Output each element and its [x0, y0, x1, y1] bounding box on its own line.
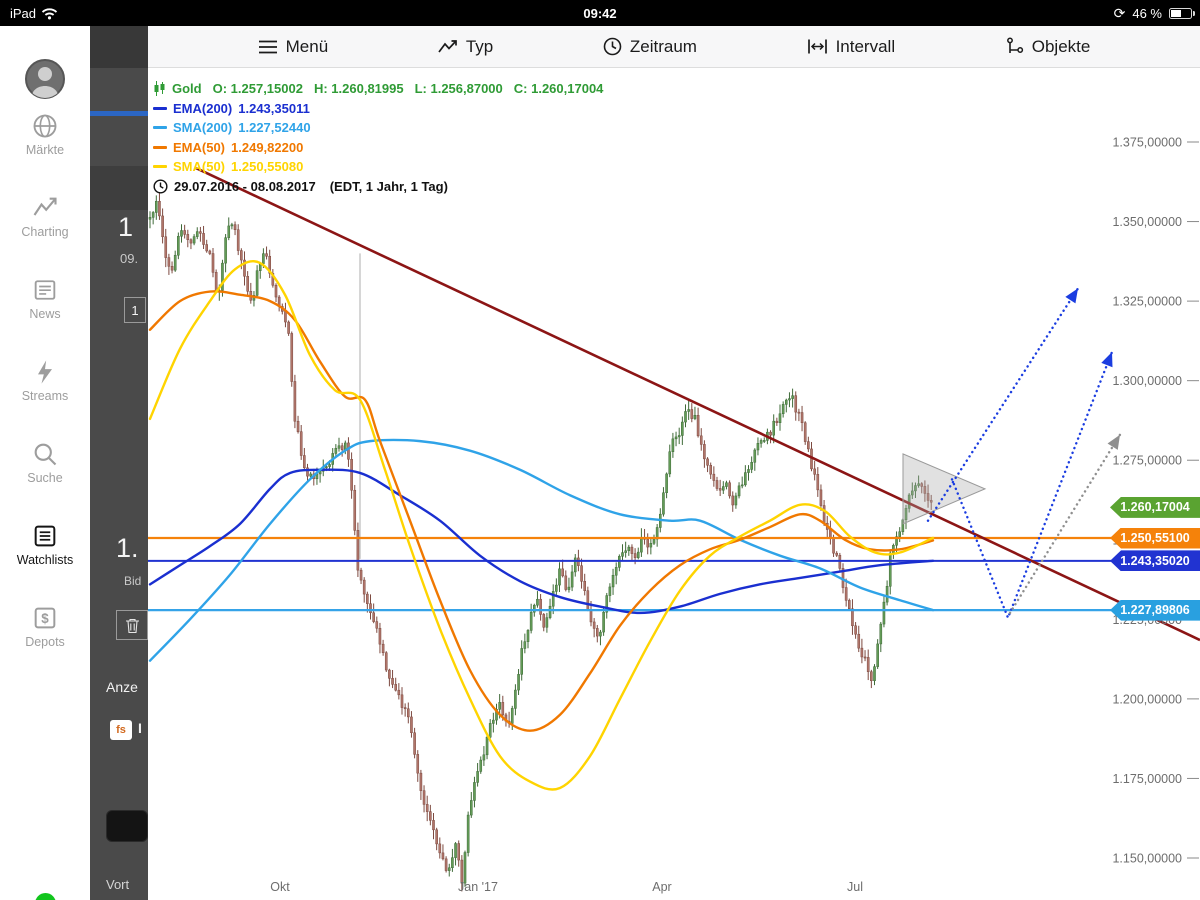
- chart-toolbar: Menü Typ Zeitraum Intervall: [148, 26, 1200, 68]
- price-badge-ema200: 1.243,35020: [1110, 550, 1200, 572]
- panel-dark-button[interactable]: [106, 810, 148, 842]
- dollar-icon: $: [34, 607, 56, 629]
- svg-text:Jul: Jul: [847, 880, 863, 894]
- menu-icon: [258, 40, 277, 53]
- sidebar-label-streams: Streams: [21, 389, 69, 403]
- search-icon: [34, 443, 57, 466]
- sidebar-item-maerkte[interactable]: Märkte: [0, 112, 90, 157]
- battery-icon: [1169, 7, 1195, 19]
- clock-icon: [603, 37, 622, 56]
- chart-type-icon: [438, 39, 457, 53]
- zeitraum-label: Zeitraum: [629, 36, 697, 56]
- price-badge-sma50: 1.250,55100: [1110, 527, 1200, 549]
- chart-icon: [33, 197, 57, 216]
- price-badge-close: 1.260,17004: [1110, 496, 1200, 518]
- chart-type-button[interactable]: Typ: [438, 37, 493, 57]
- svg-text:Jan '17: Jan '17: [458, 880, 498, 894]
- menu-label: Menü: [285, 36, 329, 56]
- panel-anzeige-fragment: Anze: [106, 679, 138, 695]
- sidebar-item-suche[interactable]: Suche: [0, 440, 90, 485]
- svg-text:1.175,00000: 1.175,00000: [1112, 772, 1182, 786]
- zeitraum-button[interactable]: Zeitraum: [603, 37, 697, 57]
- status-clock: 09:42: [583, 5, 617, 21]
- intervall-button[interactable]: Intervall: [807, 36, 896, 57]
- objekte-label: Objekte: [1031, 36, 1091, 56]
- panel-bid-label: Bid: [124, 574, 142, 588]
- sidebar-label-depots: Depots: [25, 635, 65, 649]
- svg-text:1.200,00000: 1.200,00000: [1112, 692, 1182, 706]
- sidebar-item-watchlists[interactable]: Watchlists: [0, 522, 90, 567]
- sidebar-label-charting: Charting: [21, 225, 69, 239]
- sidebar-label-news: News: [29, 307, 61, 321]
- covered-panel-tab-indicator: [90, 111, 148, 116]
- price-chart[interactable]: 1.375,00000 1.350,00000 1.325,00000 1.300,0…: [148, 68, 1200, 900]
- chart-type-label: Typ: [465, 36, 494, 56]
- intervall-label: Intervall: [835, 36, 896, 56]
- svg-text:1.325,00000: 1.325,00000: [1112, 295, 1182, 309]
- status-right: ⟳ 46 %: [1113, 0, 1195, 26]
- panel-vortag-fragment: Vort: [106, 877, 130, 892]
- svg-text:1.150,00000: 1.150,00000: [1112, 851, 1182, 865]
- lightning-icon: [38, 360, 52, 384]
- menu-button[interactable]: Menü: [258, 36, 329, 57]
- avatar-icon: [25, 59, 65, 99]
- sidebar-item-streams[interactable]: Streams: [0, 358, 90, 403]
- svg-text:1.350,00000: 1.350,00000: [1112, 215, 1182, 229]
- trash-button[interactable]: [116, 610, 148, 640]
- news-icon: [34, 280, 56, 300]
- objects-icon: [1006, 37, 1023, 53]
- panel-fragment-bid-price: 1.: [116, 533, 139, 563]
- sidebar-label-watchlists: Watchlists: [16, 553, 74, 567]
- profile-avatar[interactable]: [24, 58, 66, 100]
- battery-percent: 46 %: [1132, 5, 1162, 21]
- svg-text:Apr: Apr: [652, 880, 671, 894]
- objekte-button[interactable]: Objekte: [1005, 36, 1091, 57]
- globe-icon: [33, 114, 57, 138]
- wifi-icon: [41, 7, 58, 19]
- sidebar-item-depots[interactable]: $ Depots: [0, 604, 90, 649]
- rotation-lock-icon: ⟳: [1113, 5, 1126, 21]
- sidebar-item-news[interactable]: News: [0, 276, 90, 321]
- online-status-dot: [35, 893, 56, 900]
- covered-panel-row-band: [90, 166, 148, 210]
- status-left: iPad: [10, 0, 58, 26]
- device-name: iPad: [10, 5, 37, 21]
- fs-instrument-badge: fs: [110, 720, 132, 740]
- trash-icon: [125, 618, 139, 633]
- covered-panel-header: [90, 26, 148, 68]
- panel-fragment-date: 09.: [120, 251, 139, 266]
- app-sidebar: Märkte Charting News Streams: [0, 26, 90, 900]
- svg-text:1.300,00000: 1.300,00000: [1112, 374, 1182, 388]
- svg-text:1.275,00000: 1.275,00000: [1112, 454, 1182, 468]
- watchlist-icon: [34, 525, 56, 547]
- ios-status-bar: iPad 09:42 ⟳ 46 %: [0, 0, 1200, 26]
- sidebar-label-suche: Suche: [27, 471, 63, 485]
- sidebar-item-charting[interactable]: Charting: [0, 194, 90, 239]
- panel-fragment-price: 1: [118, 212, 134, 242]
- price-badge-sma200: 1.227,89806: [1110, 599, 1200, 621]
- interval-icon: [807, 39, 827, 54]
- covered-watchlist-panel: 1 09. 1 1. Bid Anze fs I Vort: [90, 26, 148, 900]
- sidebar-label-maerkte: Märkte: [25, 143, 65, 157]
- svg-text:1.375,00000: 1.375,00000: [1112, 136, 1182, 150]
- svg-text:Okt: Okt: [270, 880, 290, 894]
- panel-fragment-box: 1: [124, 297, 146, 323]
- panel-cut-letter: I: [138, 720, 142, 736]
- svg-text:$: $: [41, 611, 49, 626]
